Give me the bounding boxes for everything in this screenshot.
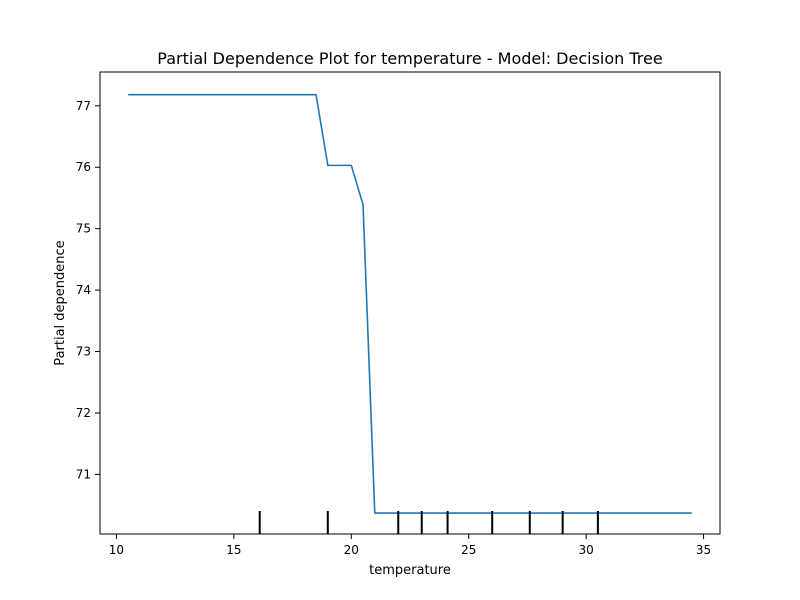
plot-area xyxy=(99,71,721,535)
x-tick-label: 35 xyxy=(696,543,711,557)
x-axis: 10 15 20 25 30 35 xyxy=(109,534,711,557)
y-tick-label: 71 xyxy=(76,467,91,481)
y-tick-label: 73 xyxy=(76,345,91,359)
x-tick-label: 20 xyxy=(344,543,359,557)
plot-frame xyxy=(99,71,721,535)
y-tick-label: 75 xyxy=(76,222,91,236)
y-axis-label: Partial dependence xyxy=(53,240,68,365)
x-axis-label: temperature xyxy=(369,563,451,578)
y-tick-label: 77 xyxy=(76,99,91,113)
x-tick-label: 10 xyxy=(109,543,124,557)
x-tick-label: 25 xyxy=(461,543,476,557)
series-line-0 xyxy=(128,93,692,514)
y-axis: 71 72 73 74 75 76 77 xyxy=(76,99,100,481)
y-tick-label: 76 xyxy=(76,160,91,174)
y-tick-label: 74 xyxy=(76,283,91,297)
x-tick-label: 15 xyxy=(226,543,241,557)
y-tick-label: 72 xyxy=(76,406,91,420)
chart-title: Partial Dependence Plot for temperature … xyxy=(157,49,662,68)
x-tick-label: 30 xyxy=(578,543,593,557)
